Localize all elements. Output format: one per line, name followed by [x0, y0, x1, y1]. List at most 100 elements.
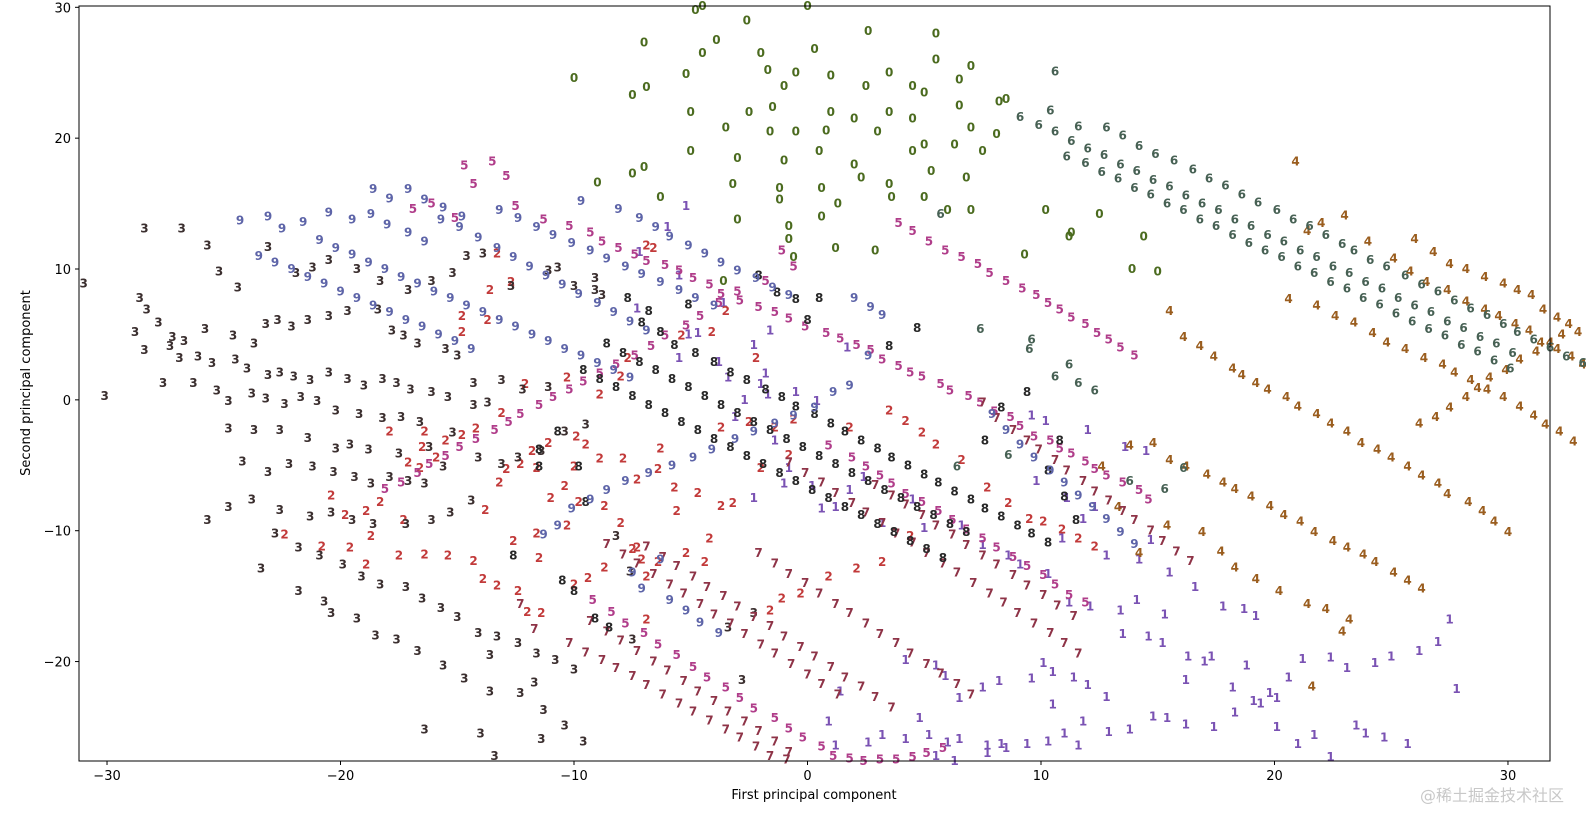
y-tick-label: −20	[44, 656, 71, 671]
digit-point-3: 3	[378, 411, 386, 425]
digit-point-4: 4	[1266, 499, 1274, 513]
digit-point-4: 4	[1343, 541, 1351, 555]
digit-point-5: 5	[1056, 303, 1064, 317]
digit-point-1: 1	[831, 500, 839, 514]
digit-point-7: 7	[780, 630, 788, 644]
digit-point-8: 8	[857, 508, 865, 522]
digit-point-9: 9	[642, 324, 650, 338]
digit-point-8: 8	[743, 449, 751, 463]
digit-point-3: 3	[514, 450, 522, 464]
digit-point-3: 3	[497, 373, 505, 387]
digit-point-8: 8	[1044, 464, 1052, 478]
digit-point-5: 5	[589, 593, 597, 607]
digit-point-3: 3	[355, 407, 363, 421]
digit-point-9: 9	[439, 201, 447, 215]
digit-point-7: 7	[673, 559, 681, 573]
digit-point-7: 7	[1039, 588, 1047, 602]
digit-point-2: 2	[673, 504, 681, 518]
digit-point-3: 3	[250, 337, 258, 351]
digit-point-9: 9	[509, 250, 517, 264]
digit-point-2: 2	[617, 369, 625, 383]
digit-point-7: 7	[689, 704, 697, 718]
digit-point-3: 3	[304, 313, 312, 327]
digit-point-5: 5	[673, 648, 681, 662]
digit-point-2: 2	[362, 504, 370, 518]
digit-point-5: 5	[441, 449, 449, 463]
digit-point-9: 9	[1102, 512, 1110, 526]
digit-point-5: 5	[1039, 568, 1047, 582]
digit-point-0: 0	[920, 138, 928, 152]
digit-point-4: 4	[1310, 525, 1318, 539]
digit-point-6: 6	[1170, 153, 1178, 167]
digit-point-5: 5	[1046, 433, 1054, 447]
digit-point-7: 7	[1051, 453, 1059, 467]
digit-point-4: 4	[1537, 335, 1545, 349]
digit-point-5: 5	[1116, 341, 1124, 355]
digit-point-3: 3	[493, 630, 501, 644]
digit-point-1: 1	[780, 477, 788, 491]
digit-point-2: 2	[483, 313, 491, 327]
digit-point-5: 5	[785, 312, 793, 326]
digit-point-9: 9	[666, 593, 674, 607]
digit-point-2: 2	[642, 570, 650, 584]
digit-point-0: 0	[1065, 229, 1073, 243]
digit-point-5: 5	[1051, 577, 1059, 591]
digit-point-6: 6	[1149, 173, 1157, 187]
digit-point-7: 7	[612, 661, 620, 675]
digit-point-6: 6	[1513, 325, 1521, 339]
digit-point-1: 1	[1273, 720, 1281, 734]
digit-point-4: 4	[1443, 487, 1451, 501]
digit-point-1: 1	[1158, 636, 1166, 650]
digit-point-4: 4	[1317, 216, 1325, 230]
digit-point-5: 5	[1102, 469, 1110, 483]
digit-point-9: 9	[675, 283, 683, 297]
digit-point-5: 5	[936, 377, 944, 391]
digit-point-2: 2	[575, 495, 583, 509]
digit-point-9: 9	[554, 519, 562, 533]
digit-point-7: 7	[787, 657, 795, 671]
digit-point-7: 7	[516, 597, 524, 611]
digit-point-9: 9	[467, 342, 475, 356]
digit-point-1: 1	[864, 736, 872, 750]
digit-point-9: 9	[656, 275, 664, 289]
digit-point-1: 1	[1016, 558, 1024, 572]
digit-point-7: 7	[659, 687, 667, 701]
digit-point-1: 1	[808, 479, 816, 493]
digit-point-9: 9	[474, 231, 482, 245]
digit-point-8: 8	[638, 316, 646, 330]
digit-point-2: 2	[619, 452, 627, 466]
digit-point-2: 2	[708, 325, 716, 339]
digit-point-1: 1	[1063, 491, 1071, 505]
digit-point-5: 5	[614, 241, 622, 255]
digit-point-6: 6	[1506, 362, 1514, 376]
digit-point-6: 6	[1492, 337, 1500, 351]
digit-point-2: 2	[495, 475, 503, 489]
digit-point-3: 3	[332, 403, 340, 417]
digit-point-3: 3	[343, 304, 351, 318]
digit-point-4: 4	[1303, 597, 1311, 611]
digit-point-5: 5	[829, 749, 837, 763]
digit-point-7: 7	[722, 723, 730, 737]
digit-point-8: 8	[656, 325, 664, 339]
digit-point-3: 3	[189, 376, 197, 390]
digit-point-2: 2	[654, 462, 662, 476]
digit-point-6: 6	[1027, 333, 1035, 347]
digit-point-9: 9	[691, 291, 699, 305]
digit-point-4: 4	[1438, 358, 1446, 372]
digit-point-2: 2	[318, 539, 326, 553]
digit-point-9: 9	[369, 182, 377, 196]
digit-point-7: 7	[815, 587, 823, 601]
digit-point-7: 7	[992, 411, 1000, 425]
digit-point-1: 1	[1060, 727, 1068, 741]
digit-point-1: 1	[908, 492, 916, 506]
digit-point-9: 9	[558, 278, 566, 292]
digit-point-0: 0	[955, 98, 963, 112]
digit-point-0: 0	[698, 46, 706, 60]
digit-point-7: 7	[750, 610, 758, 624]
digit-point-1: 1	[1415, 644, 1423, 658]
digit-point-6: 6	[1228, 228, 1236, 242]
digit-point-5: 5	[612, 358, 620, 372]
digit-point-5: 5	[878, 352, 886, 366]
digit-point-5: 5	[705, 278, 713, 292]
digit-point-1: 1	[836, 685, 844, 699]
